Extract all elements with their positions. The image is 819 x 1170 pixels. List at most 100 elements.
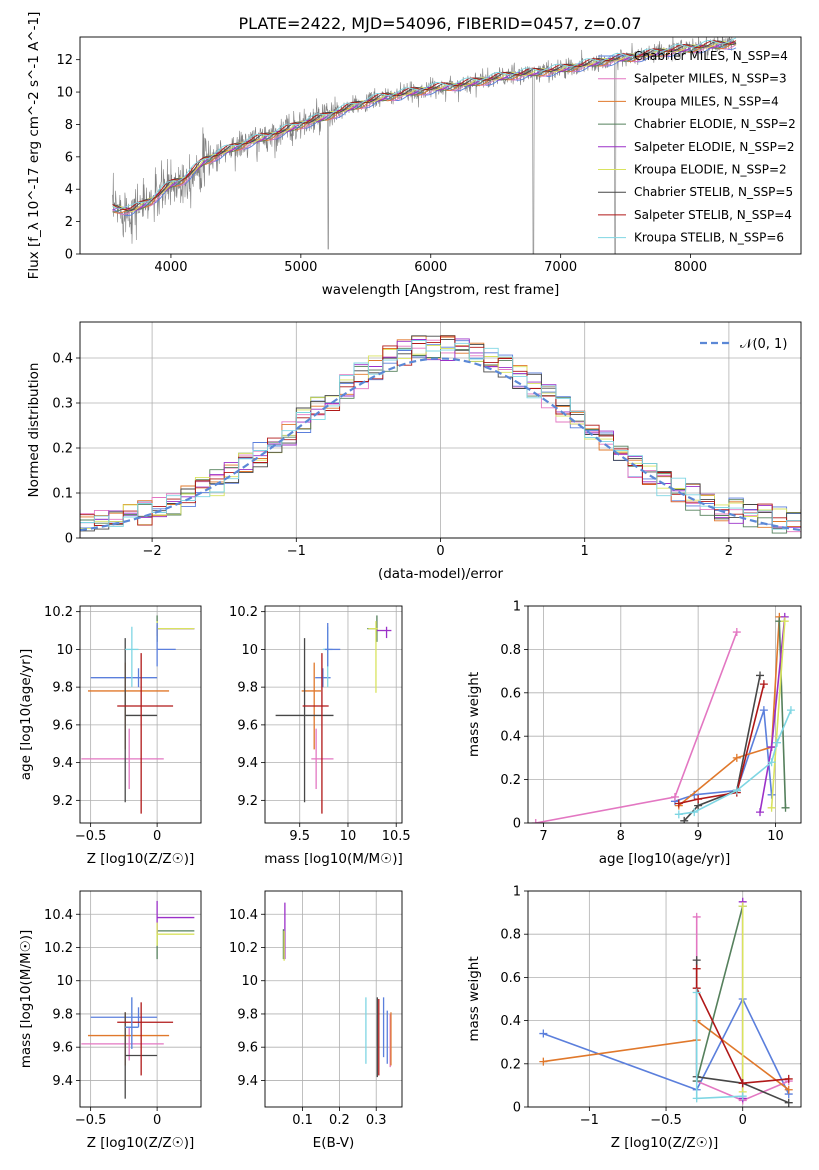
weight-series-line (695, 905, 744, 1082)
weight-series-line (678, 616, 781, 807)
age-vs-Z-panel: −0.5 0 9.2 9.4 9.6 9.8 10 10.2 Z [log10(Z/Z☉)] ag… (18, 605, 202, 867)
residuals-ytick-label: 0 (65, 532, 73, 547)
weight-point-marker (692, 912, 701, 921)
weight-vs-Z-xtick-label: 0 (739, 1113, 747, 1128)
weight-vs-age-xtick-label: 8 (617, 829, 625, 844)
age-vs-mass-ytick-label: 9.8 (237, 681, 258, 696)
weight-vs-age-ylabel: mass weight (466, 672, 482, 757)
spectrum-ytick-label: 4 (65, 183, 73, 198)
weight-point-marker (767, 758, 776, 767)
weight-vs-age-xtick-label: 7 (539, 829, 547, 844)
age-vs-Z-xtick-label: 0 (153, 829, 161, 844)
weight-series-line (674, 709, 773, 803)
weight-point-marker (692, 1094, 701, 1103)
spectrum-ytick-label: 6 (65, 150, 73, 165)
weight-point-marker (692, 964, 701, 973)
mass-vs-EBV-panel: 0.1 0.2 0.3 9.4 9.6 9.8 10 10.2 10.4 E(B-V) (229, 890, 403, 1151)
figure-title: PLATE=2422, MJD=54096, FIBERID=0457, z=0… (238, 14, 641, 33)
spectrum-ytick-label: 8 (65, 118, 73, 133)
legend-label: Salpeter STELIB, N_SSP=4 (634, 208, 792, 222)
mass-vs-EBV-xlabel: E(B-V) (313, 1135, 355, 1151)
spectrum-xtick-label: 8000 (674, 260, 707, 275)
spectrum-xlabel: wavelength [Angstrom, rest frame] (322, 282, 560, 298)
legend-label: 𝒩(0, 1) (740, 337, 787, 352)
weight-point-marker (674, 810, 683, 819)
spectrum-xtick-label: 4000 (154, 260, 187, 275)
weight-vs-Z-ytick-label: 0.8 (500, 928, 521, 943)
age-vs-mass-plot-area (275, 615, 392, 814)
weight-vs-Z-plot-area (539, 897, 793, 1107)
weight-vs-Z-xtick-label: −1 (580, 1113, 599, 1128)
weight-series-line (695, 968, 789, 1085)
mass-vs-Z-frame (79, 890, 202, 1108)
residual-histogram (80, 335, 801, 536)
spectrum-ytick-label: 12 (56, 53, 73, 68)
legend-label: Salpeter ELODIE, N_SSP=2 (634, 140, 795, 154)
weight-point-marker (732, 753, 741, 762)
weight-point-marker (531, 819, 540, 823)
age-vs-mass-xtick-label: 10.5 (382, 829, 411, 844)
age-vs-Z-ytick-label: 9.4 (52, 756, 73, 771)
weight-vs-Z-ytick-label: 0 (513, 1101, 521, 1116)
mass-vs-Z-ylabel: mass [log10(M/M☉)] (18, 930, 34, 1069)
legend-label: Chabrier MILES, N_SSP=4 (634, 49, 788, 63)
legend-label: Salpeter MILES, N_SSP=3 (634, 72, 787, 86)
weight-vs-age-xtick-label: 10 (767, 829, 784, 844)
weight-point-marker (767, 803, 776, 812)
age-vs-mass-ytick-label: 10.2 (229, 605, 258, 620)
age-vs-Z-ytick-label: 9.6 (52, 718, 73, 733)
weight-point-marker (784, 1085, 793, 1094)
spectrum-ytick-label: 0 (65, 248, 73, 263)
weight-point-marker (694, 795, 703, 804)
weight-series-line (778, 621, 787, 808)
weight-point-marker (539, 1029, 548, 1038)
mass-vs-Z-xtick-label: 0 (153, 1113, 161, 1128)
weight-vs-Z-panel: −1 −0.5 0 0 0.2 0.4 0.6 0.8 1 Z [log10(Z/Z☉)] mass… (466, 885, 802, 1151)
residuals-xtick-label: −1 (287, 544, 306, 559)
age-vs-Z-ytick-label: 10.2 (44, 605, 73, 620)
mass-vs-EBV-ytick-label: 9.6 (237, 1041, 258, 1056)
weight-point-marker (784, 1098, 793, 1107)
spectrum-ytick-label: 2 (65, 215, 73, 230)
weight-vs-age-ytick-label: 0 (513, 817, 521, 832)
weight-point-marker (784, 1074, 793, 1083)
weight-vs-Z-ylabel: mass weight (466, 956, 482, 1041)
weight-vs-age-panel: 7 8 9 10 0 0.2 0.4 0.6 0.8 1 age [log10(age/yr)] ma… (466, 600, 802, 867)
residuals-frame (79, 321, 802, 539)
age-vs-mass-ytick-label: 9.6 (237, 718, 258, 733)
weight-point-marker (756, 671, 765, 680)
residuals-plot-area (80, 335, 801, 537)
weight-vs-Z-ytick-label: 1 (513, 885, 521, 900)
age-vs-Z-plot-area (81, 615, 195, 814)
weight-vs-age-xlabel: age [log10(age/yr)] (599, 851, 731, 867)
weight-point-marker (759, 706, 768, 715)
weight-vs-age-frame (527, 605, 802, 824)
residuals-xtick-label: 0 (436, 544, 444, 559)
legend-label: Kroupa STELIB, N_SSP=6 (634, 231, 784, 245)
weight-vs-Z-xlabel: Z [log10(Z/Z☉)] (611, 1135, 719, 1151)
age-vs-mass-frame (264, 605, 403, 824)
weight-vs-age-ytick-label: 0.8 (500, 643, 521, 658)
mass-vs-Z-ytick-label: 9.8 (52, 1007, 73, 1022)
weight-point-marker (738, 1079, 747, 1088)
weight-point-marker (738, 902, 747, 911)
weight-vs-age-xtick-label: 9 (694, 829, 702, 844)
normal-reference-curve (80, 357, 801, 532)
weight-point-marker (759, 680, 768, 689)
weight-point-marker (690, 808, 699, 817)
weight-point-marker (738, 1092, 747, 1101)
residual-histogram (80, 335, 801, 537)
weight-point-marker (780, 617, 789, 626)
legend-label: Chabrier ELODIE, N_SSP=2 (634, 117, 796, 131)
mass-vs-EBV-xtick-label: 0.3 (366, 1113, 387, 1128)
spectrum-ytick-label: 10 (56, 86, 73, 101)
residuals-xtick-label: 1 (581, 544, 589, 559)
residuals-ylabel: Normed distribution (26, 363, 42, 498)
age-vs-mass-xtick-label: 10 (340, 829, 357, 844)
weight-point-marker (732, 628, 741, 637)
weight-vs-age-ytick-label: 0.4 (500, 730, 521, 745)
mass-vs-EBV-ytick-label: 9.4 (237, 1074, 258, 1089)
weight-point-marker (692, 988, 701, 997)
spectrum-ylabel: Flux [f_λ 10^-17 erg cm^-2 s^-1 A^-1] (26, 12, 42, 280)
mass-vs-Z-ytick-label: 10 (56, 974, 73, 989)
